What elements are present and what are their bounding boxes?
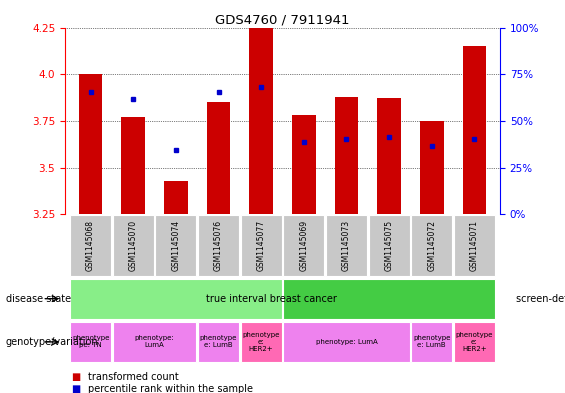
Text: phenotype: LumA: phenotype: LumA (316, 339, 377, 345)
Text: GSM1145073: GSM1145073 (342, 220, 351, 271)
Bar (198, 322, 239, 362)
Text: percentile rank within the sample: percentile rank within the sample (88, 384, 253, 393)
Text: phenotype:
LumA: phenotype: LumA (134, 335, 175, 349)
Text: GSM1145071: GSM1145071 (470, 220, 479, 271)
Text: phenotype
e: LumB: phenotype e: LumB (200, 335, 237, 349)
Text: GSM1145077: GSM1145077 (257, 220, 266, 271)
Bar (113, 215, 154, 276)
Text: GSM1145075: GSM1145075 (385, 220, 394, 271)
Text: ■: ■ (71, 372, 80, 382)
Bar (411, 215, 452, 276)
Text: genotype/variation: genotype/variation (6, 337, 98, 347)
Text: GSM1145069: GSM1145069 (299, 220, 308, 271)
Bar (164, 180, 188, 214)
Bar (155, 215, 197, 276)
Bar (241, 215, 281, 276)
Bar (113, 322, 197, 362)
Text: phenotype
pe: TN: phenotype pe: TN (72, 335, 109, 349)
Text: GSM1145068: GSM1145068 (86, 220, 95, 271)
Bar (326, 215, 367, 276)
Bar (284, 279, 495, 319)
Text: GSM1145070: GSM1145070 (129, 220, 138, 271)
Text: disease state: disease state (6, 294, 71, 304)
Bar (121, 117, 145, 214)
Bar (207, 102, 231, 214)
Bar (70, 215, 111, 276)
Text: phenotype
e:
HER2+: phenotype e: HER2+ (242, 332, 280, 352)
Bar (292, 115, 316, 214)
Bar (377, 98, 401, 214)
Bar (334, 97, 358, 214)
Bar (463, 46, 486, 214)
Text: transformed count: transformed count (88, 372, 179, 382)
Bar (241, 322, 281, 362)
Text: phenotype
e: LumB: phenotype e: LumB (413, 335, 450, 349)
Bar (284, 322, 410, 362)
Text: true interval breast cancer: true interval breast cancer (206, 294, 337, 304)
Text: GSM1145072: GSM1145072 (427, 220, 436, 271)
Text: GSM1145076: GSM1145076 (214, 220, 223, 271)
Bar (249, 28, 273, 214)
Bar (79, 74, 102, 214)
Text: ■: ■ (71, 384, 80, 393)
Bar (70, 322, 111, 362)
Bar (411, 322, 452, 362)
Bar (454, 322, 495, 362)
Text: phenotype
e:
HER2+: phenotype e: HER2+ (456, 332, 493, 352)
Bar (420, 121, 444, 214)
Bar (70, 279, 281, 319)
Bar (368, 215, 410, 276)
Bar (454, 215, 495, 276)
Bar (284, 215, 324, 276)
Title: GDS4760 / 7911941: GDS4760 / 7911941 (215, 13, 350, 26)
Text: screen-detected breast cancer: screen-detected breast cancer (516, 294, 565, 304)
Bar (198, 215, 239, 276)
Text: GSM1145074: GSM1145074 (171, 220, 180, 271)
